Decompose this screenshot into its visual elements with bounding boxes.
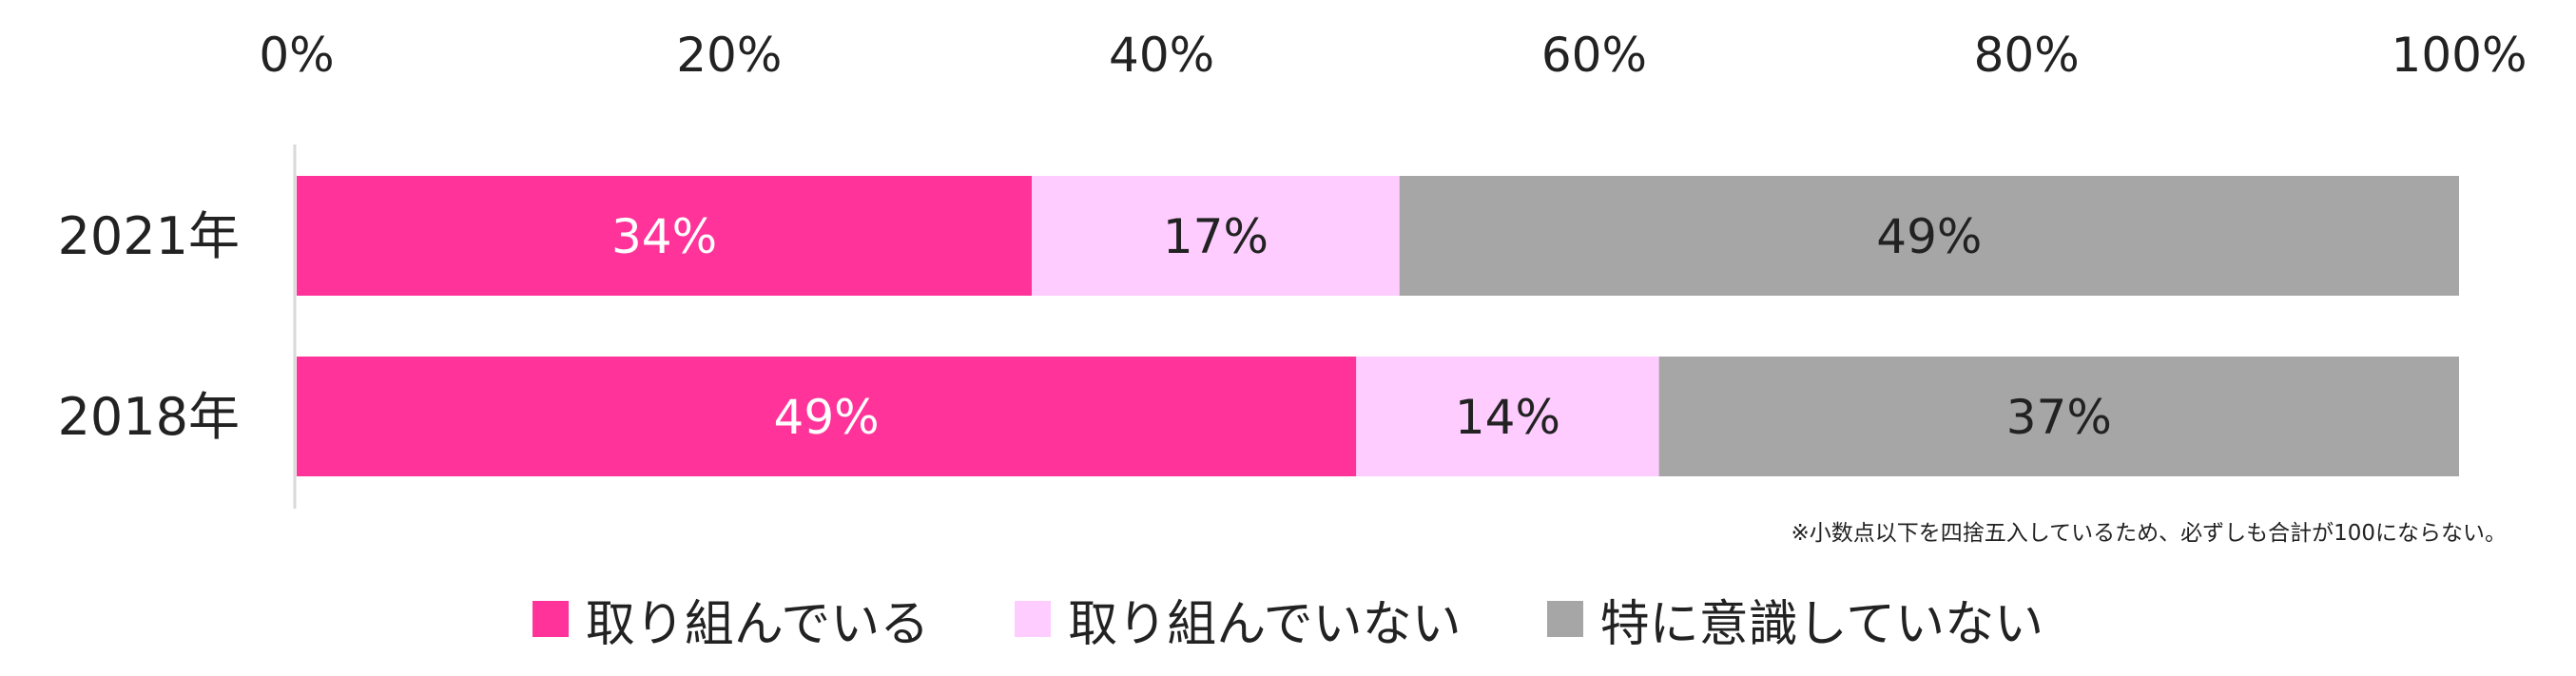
legend-label-not-conscious: 特に意識していない [1599, 595, 2044, 653]
legend-label-doing: 取り組んでいる [585, 595, 930, 653]
legend-item-doing: 取り組んでいる [532, 584, 930, 655]
legend-swatch-not-conscious [1546, 601, 1583, 637]
bar-segment [1356, 357, 1659, 476]
x-tick-label: 20% [676, 28, 782, 83]
x-tick-label: 0% [259, 28, 334, 83]
data-label: 49% [774, 390, 880, 445]
legend-swatch-not-doing [1015, 601, 1052, 637]
data-label: 49% [1876, 209, 1982, 264]
x-tick-label: 40% [1109, 28, 1214, 83]
legend-swatch-doing [532, 601, 569, 637]
bar-segment [297, 176, 1033, 296]
x-tick-label: 100% [2392, 28, 2528, 83]
data-label: 17% [1163, 209, 1269, 264]
legend-item-not-doing: 取り組んでいない [1015, 584, 1462, 655]
x-tick-label: 80% [1974, 28, 2080, 83]
bar-segment [297, 357, 1357, 476]
bar-segment [1399, 176, 2459, 296]
data-label: 14% [1455, 390, 1560, 445]
data-label: 34% [611, 209, 717, 264]
bar-segment [1032, 176, 1400, 296]
legend: 取り組んでいる 取り組んでいない 特に意識していない [0, 584, 2576, 655]
bar-segment [1658, 357, 2459, 476]
legend-label-not-doing: 取り組んでいない [1068, 595, 1462, 653]
category-label: 2018年 [58, 387, 240, 447]
rounding-note: ※小数点以下を四捨五入しているため、必ずしも合計が100にならない。 [1791, 521, 2507, 546]
category-label: 2021年 [58, 206, 240, 266]
legend-item-not-conscious: 特に意識していない [1546, 584, 2044, 655]
x-tick-label: 60% [1541, 28, 1647, 83]
data-label: 37% [2006, 390, 2112, 445]
